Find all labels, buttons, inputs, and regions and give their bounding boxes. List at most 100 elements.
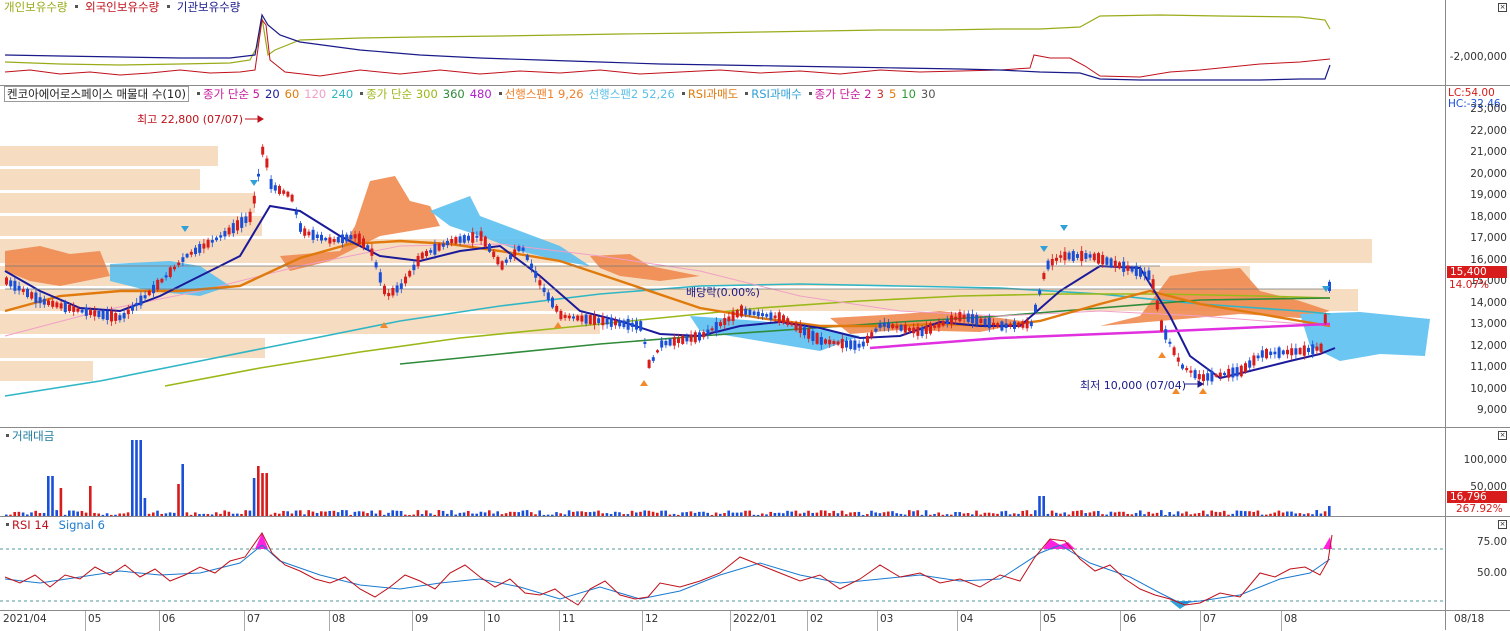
candle-body <box>727 316 731 322</box>
candle-body <box>290 194 294 202</box>
x-axis-label: 08 <box>1284 613 1298 625</box>
x-axis-label: 07 <box>247 613 261 625</box>
close-icon[interactable]: × <box>1498 3 1507 12</box>
volume-bar <box>341 510 344 517</box>
candle-body <box>17 285 21 291</box>
close-icon[interactable]: × <box>1498 431 1507 440</box>
candle-body <box>1122 261 1126 272</box>
volume-bar <box>1311 514 1314 517</box>
volume-bar <box>1265 514 1268 517</box>
candle-body <box>1071 251 1075 261</box>
candle-body <box>236 220 239 231</box>
candle-body <box>1311 344 1315 355</box>
candle-body <box>933 325 937 328</box>
volume-bar <box>1055 512 1058 517</box>
candle-body <box>282 190 286 194</box>
holdings-tick: -2,000,000 <box>1449 51 1507 63</box>
volume-bar <box>374 513 378 517</box>
volume-bar <box>425 510 428 517</box>
volume-bar <box>588 512 592 517</box>
candle-body <box>752 311 756 315</box>
volume-bar <box>1029 514 1033 517</box>
candle-body <box>475 235 479 238</box>
candle-body <box>265 158 269 168</box>
volume-bar <box>1185 511 1188 517</box>
oversold-arrow <box>1158 352 1166 358</box>
price-panel[interactable]: 켄코아에어로스페이스 매물대 수(10) 종가 단순 5 20 60 120 240 종가 … <box>0 85 1445 427</box>
volume-bar <box>311 511 315 517</box>
candle-body <box>1050 258 1054 266</box>
candle-body <box>1134 265 1138 276</box>
volume-bar <box>483 512 487 517</box>
volume-bar <box>59 488 63 517</box>
volume-bar <box>202 513 205 517</box>
candle-body <box>819 337 823 345</box>
volume-tick: 50,000 <box>1470 481 1507 493</box>
candle-body <box>462 235 466 243</box>
volume-bar <box>1143 514 1146 517</box>
x-axis-label: 2021/04 <box>3 613 47 625</box>
candle-body <box>643 341 647 345</box>
volume-axis: × 100,000 50,000 16,796 267.92% <box>1445 427 1510 516</box>
candle-body <box>147 290 151 296</box>
candle-body <box>1223 372 1226 376</box>
current-price-tag: 15,400 <box>1447 266 1507 278</box>
candle-body <box>278 186 281 194</box>
price-legend-item: RSI과매수 <box>751 87 802 101</box>
oversold-fill <box>1170 601 1192 609</box>
volume-bar <box>454 514 457 517</box>
volume-bar <box>769 511 772 517</box>
volume-bar <box>1118 511 1121 517</box>
candle-body <box>681 335 685 344</box>
candle-body <box>63 301 67 313</box>
x-axis-divider <box>642 611 643 631</box>
volume-bar <box>1004 510 1008 517</box>
candle-body <box>471 232 475 243</box>
volume-bar <box>1319 513 1323 517</box>
candle-body <box>269 179 273 189</box>
candle-body <box>1025 320 1029 329</box>
candle-body <box>870 332 874 338</box>
candle-body <box>542 287 546 293</box>
candle-body <box>72 306 76 312</box>
volume-bar <box>950 514 953 517</box>
rsi-panel[interactable]: RSI 14 Signal 6 <box>0 516 1445 610</box>
close-icon[interactable]: × <box>1498 520 1507 529</box>
volume-panel[interactable]: 거래대금 <box>0 427 1445 517</box>
candle-body <box>1176 357 1180 362</box>
candle-body <box>723 317 727 326</box>
price-title[interactable]: 켄코아에어로스페이스 매물대 수(10) <box>4 86 190 102</box>
volume-bar <box>332 510 336 517</box>
candle-body <box>47 300 50 306</box>
candle-body <box>1147 270 1151 280</box>
volume-bar <box>336 512 340 517</box>
volume-bar <box>328 510 331 517</box>
candle-body <box>731 311 735 322</box>
volume-bar <box>282 510 285 517</box>
candle-body <box>803 327 806 336</box>
volume-bar <box>215 512 218 517</box>
candle-body <box>227 227 231 235</box>
candle-body <box>1281 350 1285 355</box>
candle-body <box>1008 323 1012 327</box>
price-tick: 16,000 <box>1470 253 1507 266</box>
volume-bar <box>966 513 970 517</box>
candle-body <box>1252 355 1256 366</box>
volume-bar <box>840 510 844 517</box>
volume-bar <box>1181 513 1184 517</box>
candle-body <box>656 350 659 353</box>
candle-body <box>580 315 584 322</box>
volume-bar <box>30 512 33 517</box>
volume-bar <box>538 510 541 517</box>
candle-body <box>794 322 798 331</box>
candle-body <box>1231 367 1235 378</box>
volume-bar <box>723 512 726 517</box>
volume-bar <box>1021 510 1024 517</box>
volume-current-tag: 16,796 <box>1447 491 1507 503</box>
volume-bar <box>236 513 239 517</box>
candle-body <box>412 264 416 271</box>
x-axis-label: 2022/01 <box>733 613 777 625</box>
price-tick: 19,000 <box>1470 189 1507 201</box>
holdings-panel[interactable]: 개인보유수량 외국인보유수량 기관보유수량 <box>0 0 1445 85</box>
volume-bar <box>353 511 357 517</box>
